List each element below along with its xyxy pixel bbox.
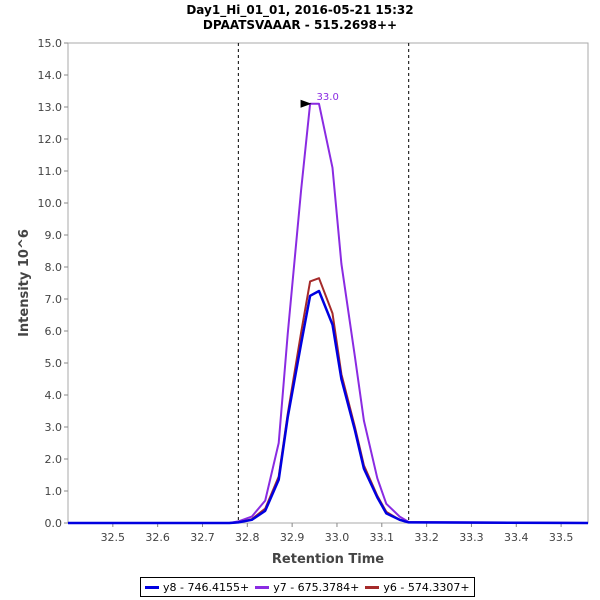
- series-line-y7: [68, 102, 589, 524]
- x-tick-label: 33.1: [370, 531, 395, 544]
- chart-title: Day1_Hi_01_01, 2016-05-21 15:32: [186, 3, 413, 18]
- x-tick-label: 33.5: [549, 531, 574, 544]
- legend-swatch-y8: [145, 585, 159, 589]
- y-tick-label: 15.0: [38, 37, 63, 50]
- y-tick-label: 13.0: [38, 101, 63, 114]
- x-tick-label: 33.2: [414, 531, 439, 544]
- x-axis-label: Retention Time: [272, 552, 384, 567]
- series-line-y8: [68, 289, 589, 525]
- chromatogram-chart: Day1_Hi_01_01, 2016-05-21 15:32 DPAATSVA…: [17, 3, 589, 567]
- x-tick-label: 32.8: [235, 531, 260, 544]
- legend-swatch-y7: [255, 585, 270, 589]
- peak-annotation: 33.0: [300, 92, 339, 108]
- legend-label-y8: y8 - 746.4155+: [163, 580, 250, 594]
- y-tick-label: 11.0: [38, 165, 63, 178]
- y-tick-label: 14.0: [38, 69, 63, 82]
- legend-item-y6: y6 - 574.3307+: [365, 580, 470, 594]
- x-tick-label: 33.3: [459, 531, 484, 544]
- y-tick-label: 1.0: [45, 485, 63, 498]
- y-tick-label: 0.0: [45, 517, 63, 530]
- x-tick-label: 32.9: [280, 531, 305, 544]
- peak-marker: [300, 99, 312, 108]
- y-axis-label: Intensity 10^6: [17, 229, 32, 337]
- chart-legend: y8 - 746.4155+ y7 - 675.3784+ y6 - 574.3…: [140, 577, 475, 597]
- y-tick-label: 5.0: [45, 357, 63, 370]
- y-tick-label: 10.0: [38, 197, 63, 210]
- y-tick-label: 9.0: [45, 229, 63, 242]
- x-tick-label: 32.6: [145, 531, 170, 544]
- x-tick-label: 32.5: [101, 531, 126, 544]
- plot-area: [67, 42, 589, 524]
- legend-item-y7: y7 - 675.3784+: [255, 581, 359, 594]
- y-tick-label: 6.0: [45, 325, 63, 338]
- chart-subtitle: DPAATSVAAAR - 515.2698++: [203, 18, 397, 32]
- integration-boundaries: [237, 43, 410, 523]
- y-tick-label: 4.0: [45, 389, 63, 402]
- x-tick-label: 33.0: [325, 531, 350, 544]
- legend-item-y8: y8 - 746.4155+: [145, 581, 249, 594]
- legend-label-y7: y7 - 675.3784+: [273, 580, 360, 594]
- x-tick-label: 32.7: [190, 531, 215, 544]
- y-tick-label: 12.0: [38, 133, 63, 146]
- x-tick-label: 33.4: [504, 531, 529, 544]
- y-tick-label: 2.0: [45, 453, 63, 466]
- peak-label: 33.0: [317, 92, 339, 103]
- x-axis-ticks: 32.5 32.6 32.7 32.8 32.9 33.0 33.1 33.2 33.3 33.4…: [101, 523, 574, 544]
- y-axis-ticks: 0.0 1.0 2.0 3.0 4.0 5.0 6.0 7.0 8.0 9.0 10.0 11.0 12…: [38, 37, 68, 530]
- series-lines: [68, 102, 589, 525]
- y-tick-label: 8.0: [45, 261, 63, 274]
- legend-label-y6: y6 - 574.3307+: [383, 580, 470, 594]
- legend-swatch-y6: [365, 585, 380, 589]
- y-tick-label: 7.0: [45, 293, 63, 306]
- y-tick-label: 3.0: [45, 421, 63, 434]
